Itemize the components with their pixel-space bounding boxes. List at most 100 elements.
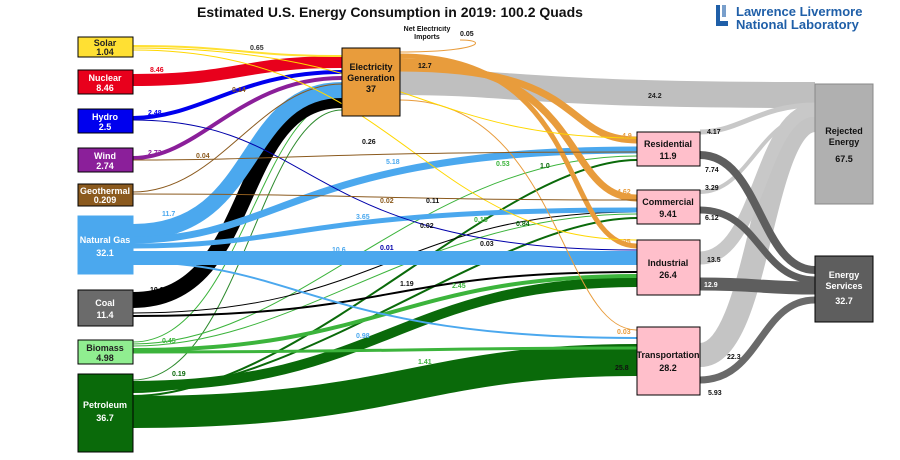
services-value: 32.7 (835, 296, 853, 306)
commercial-value: 9.41 (659, 209, 677, 219)
flow-wind-ind (132, 151, 638, 161)
petroleum-value: 36.7 (96, 413, 114, 423)
label-solar-com: 0.11 (426, 198, 439, 205)
nuclear-value: 8.46 (96, 83, 114, 93)
label-trans-services: 5.93 (708, 390, 722, 397)
industrial-name: Industrial (648, 258, 689, 268)
node-biomass: Biomass 4.98 (77, 339, 134, 365)
flow-petro-res (132, 159, 638, 397)
nuclear-name: Nuclear (88, 73, 122, 83)
flow-gas-com (132, 207, 638, 249)
flow-com-services (699, 206, 816, 284)
label-com-services: 6.12 (705, 215, 719, 222)
wind-name: Wind (94, 151, 116, 161)
residential-name: Residential (644, 139, 692, 149)
natural-gas-value: 32.1 (96, 248, 114, 258)
label-bio-com: 0.15 (474, 217, 488, 224)
natural-gas-name: Natural Gas (80, 235, 131, 245)
biomass-name: Biomass (86, 343, 124, 353)
solar-name: Solar (94, 38, 117, 48)
label-petro-trans: 25.8 (615, 365, 629, 372)
flow-hydro-ind (132, 119, 638, 251)
label-elec-com: 4.62 (617, 189, 631, 196)
label-petro-res: 1.0 (540, 163, 550, 170)
flow-solar-res (132, 47, 638, 139)
flow-elec-ind (399, 53, 638, 249)
petroleum-name: Petroleum (83, 400, 127, 410)
label-petro-com: 0.84 (516, 221, 530, 228)
flow-hydro-elec (132, 70, 343, 120)
logo-line-1: Lawrence Livermore (736, 4, 863, 19)
label-solar-res: 0.26 (362, 139, 376, 146)
geothermal-name: Geothermal (80, 186, 130, 196)
biomass-value: 4.98 (96, 353, 114, 363)
rejected-value: 67.5 (835, 154, 853, 164)
flow-ind-services (699, 277, 816, 295)
electricity-name: Electricity Generation (347, 62, 395, 83)
node-residential: Residential 11.9 (636, 131, 701, 167)
flow-petro-trans (132, 344, 638, 428)
node-electricity-generation: Electricity Generation 37 (341, 47, 401, 117)
label-com-rejected: 3.29 (705, 185, 719, 192)
flow-bio-com (132, 213, 638, 347)
flow-gas-res (132, 146, 638, 244)
node-transportation: Transportation 28.2 (636, 326, 701, 396)
flow-petro-elec (132, 109, 343, 381)
rejected-name: Rejected Energy (825, 126, 863, 147)
label-solar-ind: 0.03 (480, 241, 494, 248)
label-ind-services: 12.9 (704, 282, 718, 289)
transportation-value: 28.2 (659, 363, 677, 373)
label-coal-elec: 10.2 (150, 287, 164, 294)
wind-value: 2.74 (96, 161, 114, 171)
geothermal-value: 0.209 (94, 195, 117, 205)
label-bio-elec: 0.45 (162, 338, 176, 345)
label-hydro-elec: 2.48 (148, 110, 162, 117)
flow-trans-rejected (697, 108, 818, 367)
label-geo-res: 0.02 (380, 198, 394, 205)
flow-coal-ind (132, 271, 638, 317)
node-solar: Solar 1.04 (77, 36, 134, 58)
label-gas-elec: 11.7 (162, 211, 175, 218)
label-bio-ind: 2.45 (452, 283, 466, 290)
flow-res-rejected (699, 102, 816, 135)
label-gas-ind: 10.6 (332, 247, 346, 254)
flow-elec-trans (399, 99, 638, 331)
label-ind-rejected: 13.5 (707, 257, 721, 264)
flow-nuclear-elec (132, 56, 343, 86)
flow-bio-ind (132, 274, 638, 352)
label-elec-rejected: 24.2 (648, 93, 662, 100)
solar-value: 1.04 (96, 47, 114, 57)
logo-line-2: National Laboratory (736, 17, 859, 32)
flow-com-rejected (699, 113, 816, 194)
flow-petro-ind (132, 277, 638, 391)
electricity-value: 37 (365, 84, 376, 94)
flow-wind-elec (132, 76, 343, 160)
node-petroleum: Petroleum 36.7 (77, 373, 134, 453)
flow-solar-ind (132, 49, 638, 241)
label-gas-com: 3.65 (356, 214, 370, 221)
services-name: Energy Services (825, 270, 863, 291)
flow-elec-com (399, 58, 638, 202)
node-natural-gas: Natural Gas 32.1 (77, 215, 134, 275)
industrial-value: 26.4 (659, 270, 677, 280)
node-industrial: Industrial 26.4 (636, 239, 701, 296)
label-elec-trans: 0.03 (617, 329, 631, 336)
node-geothermal: Geothermal 0.209 (77, 183, 134, 207)
label-petro-ind: 8.87 (496, 295, 510, 302)
flow-geo-res (132, 193, 638, 201)
flow-gas-trans (132, 261, 638, 339)
llnl-logo: Lawrence Livermore National Laboratory (708, 2, 898, 32)
transportation-name: Transportation (636, 350, 699, 360)
node-coal: Coal 11.4 (77, 289, 134, 327)
node-commercial: Commercial 9.41 (636, 189, 701, 225)
label-coal-com: 0.02 (420, 223, 434, 230)
flow-coal-elec (132, 92, 343, 308)
hydro-value: 2.5 (99, 122, 112, 132)
flow-trans-services (699, 296, 816, 384)
flow-geo-elec (132, 83, 343, 193)
label-geo-elec: 0.14 (232, 87, 246, 94)
label-wind-other: 0.04 (196, 153, 210, 160)
label-bio-res: 0.53 (496, 161, 510, 168)
flow-solar-elec (132, 45, 343, 57)
